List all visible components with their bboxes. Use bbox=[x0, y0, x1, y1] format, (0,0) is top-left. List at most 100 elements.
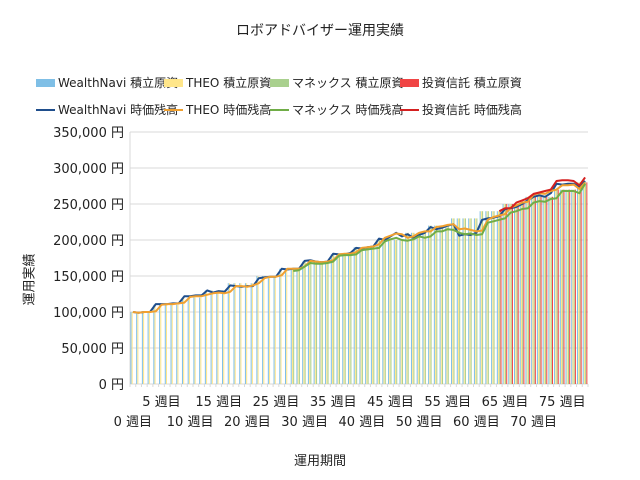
bar bbox=[233, 283, 235, 384]
legend-item-theo-bar: THEO 積立原資 bbox=[164, 74, 271, 91]
bar bbox=[279, 268, 281, 384]
bar bbox=[412, 232, 414, 384]
bar bbox=[574, 189, 576, 384]
x-tick-label: 75 週目 bbox=[539, 395, 586, 410]
x-tick-label: 10 週目 bbox=[167, 415, 214, 430]
bar bbox=[377, 240, 379, 384]
bar bbox=[227, 283, 229, 384]
bar bbox=[482, 211, 484, 384]
bar bbox=[273, 276, 275, 384]
legend-swatch bbox=[400, 78, 419, 87]
bar bbox=[222, 290, 224, 384]
x-tick-label: 45 週目 bbox=[367, 395, 414, 410]
bar bbox=[470, 218, 472, 384]
bar bbox=[410, 232, 412, 384]
x-tick-label: 20 週目 bbox=[224, 415, 271, 430]
bar bbox=[359, 247, 361, 384]
bar bbox=[376, 240, 378, 384]
bar bbox=[585, 182, 587, 384]
bar bbox=[246, 283, 248, 384]
bar bbox=[406, 232, 408, 384]
bar bbox=[153, 304, 155, 384]
bar bbox=[131, 312, 133, 384]
bar bbox=[582, 182, 584, 384]
bar bbox=[511, 204, 513, 384]
bar bbox=[256, 276, 258, 384]
bar bbox=[552, 196, 554, 384]
bar bbox=[456, 218, 458, 384]
bar bbox=[407, 232, 409, 384]
bar bbox=[337, 254, 339, 384]
bar bbox=[557, 189, 559, 384]
y-tick-label: 350,000 円 bbox=[53, 126, 124, 141]
bar bbox=[569, 189, 571, 384]
series-line bbox=[498, 176, 586, 213]
bar bbox=[347, 254, 349, 384]
bar bbox=[416, 232, 418, 384]
bar bbox=[442, 225, 444, 384]
bar bbox=[154, 304, 156, 384]
bar bbox=[147, 312, 149, 384]
bar bbox=[479, 211, 481, 384]
legend-label: マネックス 時価残高 bbox=[292, 103, 404, 117]
bar bbox=[325, 261, 327, 384]
bar bbox=[429, 225, 431, 384]
bar bbox=[522, 204, 524, 384]
bar bbox=[519, 204, 521, 384]
bar bbox=[476, 218, 478, 384]
bar bbox=[499, 211, 501, 384]
bar bbox=[436, 225, 438, 384]
bar bbox=[160, 304, 162, 384]
legend-item-wealthnavi-bar: WealthNavi 積立原資 bbox=[36, 74, 178, 91]
bar bbox=[394, 240, 397, 384]
bar bbox=[578, 182, 580, 384]
bar bbox=[492, 211, 494, 384]
bar bbox=[571, 189, 573, 384]
bar bbox=[463, 218, 465, 384]
bar bbox=[550, 196, 552, 384]
bar bbox=[269, 276, 271, 384]
bar bbox=[390, 240, 392, 384]
bar bbox=[561, 189, 563, 384]
bar bbox=[419, 232, 421, 384]
bar bbox=[370, 247, 372, 384]
bar bbox=[176, 304, 178, 384]
bar bbox=[130, 312, 132, 384]
x-tick-label: 40 週目 bbox=[339, 415, 386, 430]
bar bbox=[354, 247, 356, 384]
bar bbox=[491, 211, 493, 384]
bar bbox=[480, 211, 482, 384]
y-tick-label: 250,000 円 bbox=[53, 198, 124, 213]
bar bbox=[440, 225, 442, 384]
bar bbox=[515, 204, 517, 384]
bar bbox=[360, 247, 362, 384]
bar bbox=[487, 211, 489, 384]
bar bbox=[365, 247, 367, 384]
bar bbox=[343, 254, 345, 384]
bar bbox=[498, 211, 500, 384]
bar bbox=[373, 247, 375, 384]
bar bbox=[262, 276, 264, 384]
bar bbox=[554, 189, 556, 384]
bar bbox=[210, 290, 212, 384]
x-tick-label: 60 週目 bbox=[453, 415, 500, 430]
bar bbox=[333, 254, 335, 384]
bar bbox=[338, 254, 340, 384]
legend-label: 投資信託 積立原資 bbox=[422, 76, 522, 90]
bar bbox=[469, 218, 471, 384]
bar bbox=[548, 196, 550, 384]
x-tick-label: 50 週目 bbox=[396, 415, 443, 430]
bar bbox=[280, 268, 282, 384]
bar bbox=[327, 261, 329, 384]
bar bbox=[240, 283, 242, 384]
legend-swatch bbox=[270, 78, 289, 87]
bar bbox=[148, 312, 150, 384]
bar bbox=[579, 182, 581, 384]
bar bbox=[228, 283, 230, 384]
bar bbox=[367, 247, 369, 384]
bar bbox=[545, 196, 547, 384]
bar bbox=[464, 218, 466, 384]
bar bbox=[313, 261, 315, 384]
bar bbox=[388, 240, 390, 384]
bar bbox=[361, 247, 363, 384]
